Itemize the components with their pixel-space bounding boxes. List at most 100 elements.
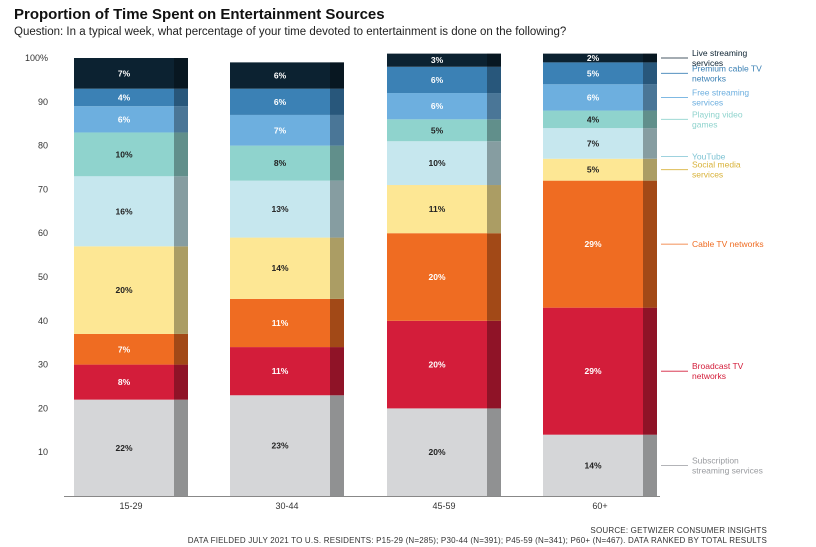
legend-label: services <box>692 97 723 107</box>
bar-segment-shade <box>330 180 344 238</box>
bar-segment <box>543 84 657 111</box>
bar-segment-shade <box>174 333 188 365</box>
bar-segment <box>230 62 344 89</box>
bar-segment <box>387 408 501 496</box>
bar-segment <box>74 364 188 400</box>
data-label: 20% <box>115 285 132 295</box>
y-tick-label: 60 <box>38 228 48 238</box>
y-tick-label: 70 <box>38 184 48 194</box>
bar-segment <box>387 185 501 234</box>
x-tick-label: 60+ <box>592 501 607 511</box>
data-label: 7% <box>118 344 131 354</box>
data-label: 20% <box>428 272 445 282</box>
bar-segment-shade <box>174 58 188 89</box>
y-tick-label: 80 <box>38 141 48 151</box>
bar-segment-shade <box>643 434 657 496</box>
data-label: 6% <box>431 101 444 111</box>
bar-segment-shade <box>330 62 344 89</box>
bar-segment-shade <box>643 53 657 63</box>
bar-segment <box>543 62 657 85</box>
data-label: 5% <box>587 68 600 78</box>
bar-segment <box>230 145 344 181</box>
data-label: 20% <box>428 447 445 457</box>
legend-label: services <box>692 58 723 68</box>
bar-segment-shade <box>330 347 344 396</box>
bar-segment <box>74 88 188 107</box>
bar-segment <box>543 180 657 308</box>
legend-label: Premium cable TV <box>692 63 762 73</box>
bar-segment <box>74 106 188 133</box>
bar-segment-shade <box>487 233 501 321</box>
data-label: 11% <box>272 318 289 328</box>
bar-segment <box>543 434 657 496</box>
bar-segment <box>230 114 344 146</box>
data-label: 29% <box>584 366 601 376</box>
y-tick-label: 20 <box>38 403 48 413</box>
bar-segment-shade <box>174 176 188 247</box>
bar-segment <box>387 119 501 142</box>
bar-segment-shade <box>174 106 188 133</box>
data-label: 29% <box>584 239 601 249</box>
legend-label: Cable TV networks <box>692 239 764 249</box>
bar-segment-shade <box>643 180 657 308</box>
x-tick-label: 15-29 <box>119 501 142 511</box>
data-label: 6% <box>118 114 131 124</box>
bar-segment-shade <box>330 114 344 146</box>
legend-label: networks <box>692 73 726 83</box>
data-label: 5% <box>587 165 600 175</box>
bar-segment <box>230 395 344 496</box>
bar-segment-shade <box>487 185 501 234</box>
data-label: 4% <box>118 92 131 102</box>
legend-label: networks <box>692 371 726 381</box>
data-label: 11% <box>272 366 289 376</box>
y-tick-label: 40 <box>38 316 48 326</box>
data-label: 7% <box>587 138 600 148</box>
bar-segment <box>543 128 657 159</box>
bar-segment-shade <box>330 395 344 496</box>
bar-segment <box>230 347 344 396</box>
bar-segment-shade <box>487 320 501 409</box>
legend-label: Live streaming <box>692 48 748 58</box>
y-tick-label: 50 <box>38 272 48 282</box>
data-label: 6% <box>274 97 287 107</box>
data-label: 14% <box>271 263 288 273</box>
legend-label: Subscription <box>692 455 739 465</box>
bar-segment-shade <box>643 307 657 435</box>
data-label: 7% <box>118 68 131 78</box>
bar-segment <box>543 110 657 129</box>
source-note: SOURCE: GETWIZER CONSUMER INSIGHTS <box>590 526 767 535</box>
data-label: 20% <box>428 360 445 370</box>
bar-segment <box>387 320 501 409</box>
bar-segment-shade <box>643 158 657 181</box>
data-label: 13% <box>271 204 288 214</box>
bar-segment <box>74 399 188 496</box>
data-label: 3% <box>431 55 444 65</box>
data-label: 7% <box>274 125 287 135</box>
legend-label: services <box>692 170 723 180</box>
y-tick-label: 90 <box>38 97 48 107</box>
data-label: 22% <box>115 443 132 453</box>
bar-segment-shade <box>174 132 188 177</box>
bar-segment <box>230 180 344 238</box>
bar-segment-shade <box>643 128 657 159</box>
bar-segment <box>74 333 188 365</box>
bar-segment <box>543 307 657 435</box>
bar-segment <box>230 88 344 115</box>
bar-segment-shade <box>174 399 188 496</box>
data-label: 10% <box>115 149 132 159</box>
bar-segment-shade <box>487 119 501 142</box>
bar-segment <box>387 93 501 120</box>
bar-segment <box>387 233 501 321</box>
bar-segment-shade <box>643 110 657 129</box>
bar-segment <box>387 66 501 94</box>
legend-label: YouTube <box>692 152 726 162</box>
bar-segment-shade <box>330 88 344 115</box>
bar-segment-shade <box>330 145 344 181</box>
y-tick-label: 10 <box>38 447 48 457</box>
y-tick-label: 100% <box>25 53 48 63</box>
data-label: 16% <box>115 206 132 216</box>
legend-label: Broadcast TV <box>692 361 744 371</box>
data-label: 2% <box>587 53 600 63</box>
legend-label: Free streaming <box>692 87 749 97</box>
